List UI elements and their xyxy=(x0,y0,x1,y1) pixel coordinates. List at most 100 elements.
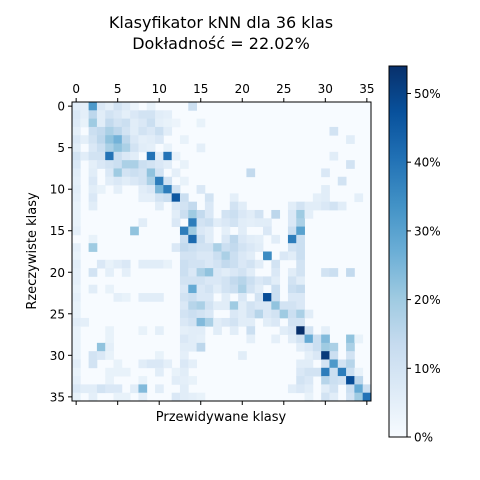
heatmap-cell xyxy=(196,268,206,277)
heatmap-cell xyxy=(121,268,131,277)
heatmap-cell xyxy=(171,209,181,219)
heatmap-cell xyxy=(354,334,364,344)
heatmap-cell xyxy=(254,293,264,302)
heatmap-cell xyxy=(196,243,206,252)
heatmap-cell xyxy=(121,110,131,120)
heatmap-cell xyxy=(304,209,314,219)
heatmap-cell xyxy=(287,218,297,227)
heatmap-cell xyxy=(113,135,123,144)
heatmap-cell xyxy=(346,351,355,360)
heatmap-cell xyxy=(88,168,98,178)
heatmap-cell xyxy=(88,193,98,203)
heatmap-cell xyxy=(346,334,355,344)
heatmap-cell xyxy=(196,118,206,128)
heatmap-cell xyxy=(72,218,81,227)
colorbar-tick-label: 10% xyxy=(414,362,441,376)
heatmap-cell xyxy=(155,201,164,211)
heatmap-cell xyxy=(254,259,264,269)
heatmap-cell xyxy=(113,143,123,153)
heatmap-cell xyxy=(88,351,98,360)
heatmap-cell xyxy=(72,309,81,319)
heatmap-cell xyxy=(346,367,355,377)
heatmap-cell xyxy=(271,334,281,344)
heatmap-cell xyxy=(96,160,106,169)
heatmap-cell xyxy=(296,284,305,294)
heatmap-cell xyxy=(354,384,364,394)
heatmap-cell xyxy=(296,234,305,244)
heatmap-cell xyxy=(196,209,206,219)
heatmap-cell xyxy=(213,326,222,335)
heatmap-cell xyxy=(155,193,164,203)
heatmap-cell xyxy=(246,268,256,277)
heatmap-cell xyxy=(304,359,314,369)
colorbar-ticks: 0% 10% 20% 30% 40% 50% xyxy=(407,87,441,445)
heatmap-cell xyxy=(138,326,148,335)
heatmap-cell xyxy=(146,185,156,194)
heatmap-cell xyxy=(138,185,148,194)
heatmap-cell xyxy=(179,334,189,344)
heatmap-cell xyxy=(346,135,355,144)
heatmap-cell xyxy=(138,259,148,269)
heatmap-cell xyxy=(246,259,256,269)
heatmap-cell xyxy=(113,126,123,136)
heatmap-cell xyxy=(221,284,231,294)
heatmap-cell xyxy=(88,268,98,277)
heatmap-cell xyxy=(238,284,247,294)
heatmap-cell xyxy=(246,218,256,227)
heatmap-cell xyxy=(279,309,289,319)
heatmap-cells xyxy=(72,102,372,402)
heatmap-cell xyxy=(204,293,214,302)
heatmap-cell xyxy=(72,301,81,311)
heatmap-cell xyxy=(296,251,305,261)
heatmap-cell xyxy=(188,301,197,311)
heatmap-cell xyxy=(196,293,206,302)
heatmap-cell xyxy=(254,301,264,311)
heatmap-cell xyxy=(179,176,189,186)
heatmap-cell xyxy=(337,367,347,377)
heatmap-cell xyxy=(279,326,289,335)
heatmap-cell xyxy=(204,218,214,227)
heatmap-cell xyxy=(163,126,173,136)
heatmap-cell xyxy=(105,102,114,111)
heatmap-cell xyxy=(238,317,247,327)
heatmap-cell xyxy=(188,259,197,269)
heatmap-cell xyxy=(246,334,256,344)
heatmap-cell xyxy=(179,193,189,203)
heatmap-cell xyxy=(229,193,239,203)
heatmap-cell xyxy=(113,168,123,178)
heatmap-cell xyxy=(196,392,206,402)
heatmap-cell xyxy=(88,392,98,402)
heatmap-cell xyxy=(213,276,222,286)
heatmap-cell xyxy=(304,342,314,352)
heatmap-cell xyxy=(146,160,156,169)
x-tick-label: 20 xyxy=(235,82,250,96)
heatmap-cell xyxy=(121,392,131,402)
heatmap-cell xyxy=(229,234,239,244)
heatmap-cell xyxy=(130,151,139,161)
heatmap-cell xyxy=(155,126,164,136)
heatmap-cell xyxy=(221,218,231,227)
plot-frame xyxy=(71,101,372,402)
heatmap-cell xyxy=(96,259,106,269)
heatmap-cell xyxy=(105,135,114,144)
heatmap-cell xyxy=(238,259,247,269)
chart-title: Klasyfikator kNN dla 36 klas xyxy=(109,13,333,32)
heatmap-cell xyxy=(171,201,181,211)
heatmap-cell xyxy=(113,176,123,186)
heatmap-cell xyxy=(213,259,222,269)
y-tick-label: 25 xyxy=(50,307,65,321)
heatmap-cell xyxy=(287,226,297,236)
heatmap-cell xyxy=(196,218,206,227)
heatmap-cell xyxy=(80,135,90,144)
heatmap-cell xyxy=(204,309,214,319)
heatmap-cell xyxy=(138,110,148,120)
heatmap-cell xyxy=(287,384,297,394)
heatmap-cell xyxy=(72,201,81,211)
heatmap-cell xyxy=(105,160,114,169)
heatmap-cell xyxy=(179,317,189,327)
heatmap-cell xyxy=(296,293,305,302)
heatmap-cell xyxy=(321,168,330,178)
heatmap-cell xyxy=(130,126,139,136)
heatmap-cell xyxy=(179,326,189,335)
